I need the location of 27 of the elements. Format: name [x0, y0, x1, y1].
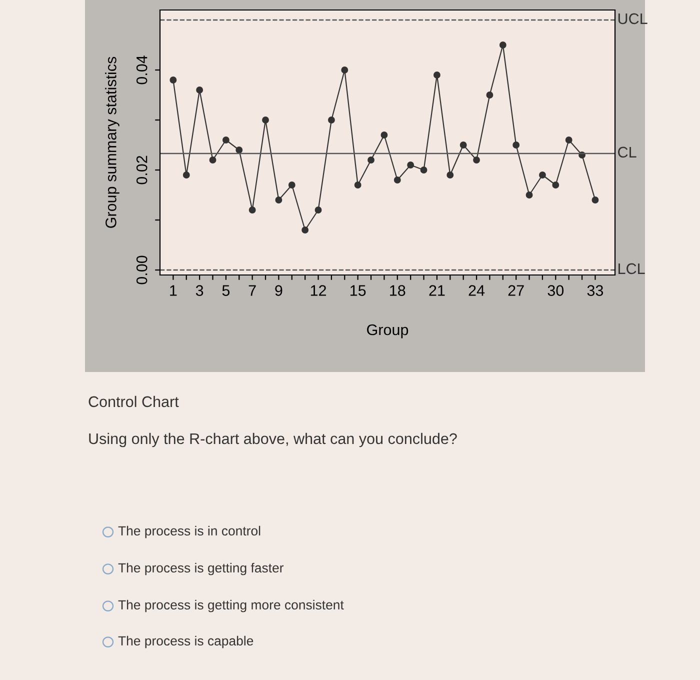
x-axis-title: Group: [367, 324, 408, 338]
x-tick-label: 3: [196, 285, 204, 296]
x-tick-label: 12: [310, 285, 326, 296]
text: The process is getting faster: [118, 562, 284, 576]
x-tick-label: 1: [170, 285, 177, 296]
y-tick-label: 0.04: [136, 56, 148, 84]
text: Using only the R-chart above, what can you conclude?: [89, 432, 457, 448]
y-tick-label: 0.02: [136, 156, 148, 184]
ref-line-label: CL: [618, 146, 636, 158]
x-tick-label: 30: [548, 285, 564, 296]
x-tick-label: 33: [587, 285, 604, 296]
text: Control Chart: [88, 396, 179, 408]
text: The process is in control: [118, 526, 260, 538]
x-tick-label: 18: [390, 285, 406, 296]
x-tick-label: 24: [468, 285, 485, 296]
y-tick-label: 0.00: [136, 256, 148, 284]
text: The process is capable: [118, 636, 254, 648]
x-tick-label: 15: [350, 285, 366, 296]
ref-line-label: UCL: [618, 13, 648, 24]
ref-line-label: LCL: [618, 263, 645, 274]
y-axis-title: Group summary statistics: [105, 56, 120, 228]
x-tick-label: 7: [248, 285, 256, 296]
x-tick-label: 9: [275, 285, 282, 296]
text: The process is getting more consistent: [118, 600, 344, 612]
x-tick-label: 5: [222, 285, 230, 296]
x-tick-label: 27: [508, 285, 524, 296]
x-tick-label: 21: [429, 285, 445, 296]
